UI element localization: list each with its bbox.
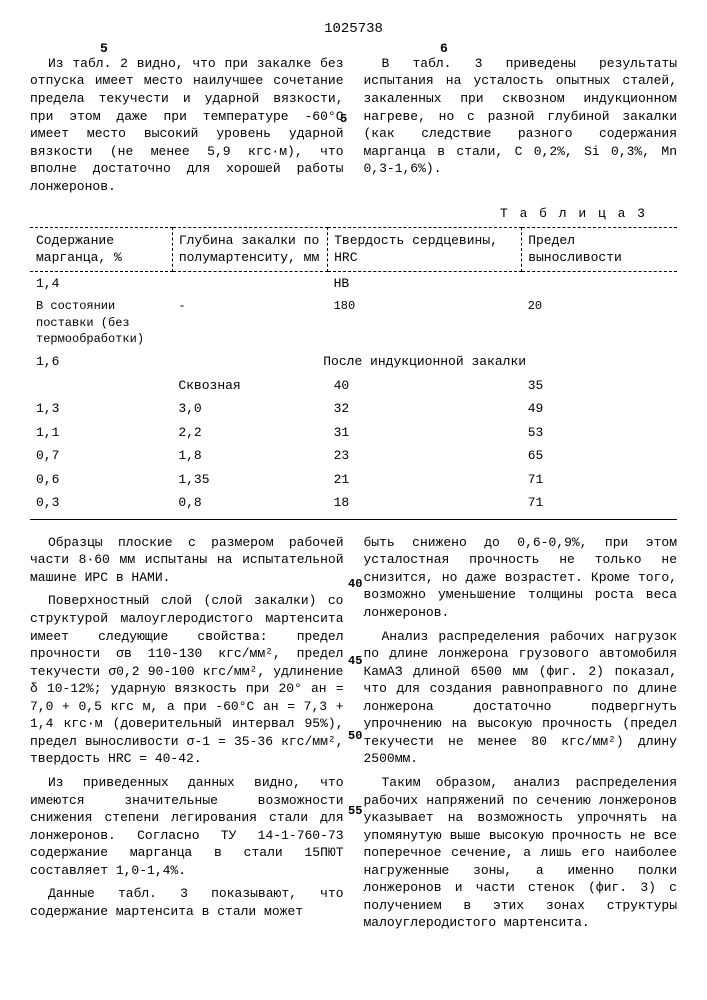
line-marker-55: 55	[348, 803, 362, 819]
table-row: 0,7 1,8 23 65	[30, 444, 677, 468]
line-marker-45: 45	[348, 653, 362, 669]
document-number: 1025738	[30, 20, 677, 39]
table-row: 1,4 HB	[30, 271, 677, 295]
bottom-right-p1: быть снижено до 0,6-0,9%, при этом устал…	[364, 534, 678, 622]
table-row: 1,3 3,0 32 49	[30, 397, 677, 421]
th-mn: Содержание марганца, %	[30, 227, 172, 271]
line-marker-40: 40	[348, 576, 362, 592]
bottom-right-p3: Таким образом, анализ распределения рабо…	[364, 774, 678, 932]
top-paragraph-left: Из табл. 2 видно, что при закалке без от…	[30, 55, 344, 195]
table-row: 1,1 2,2 31 53	[30, 421, 677, 445]
table-row: 0,3 0,8 18 71	[30, 491, 677, 515]
table-row: В состоянии поставки (без термообработки…	[30, 295, 677, 350]
bottom-left-p1: Образцы плоские с размером рабочей части…	[30, 534, 344, 587]
line-marker-50: 50	[348, 728, 362, 744]
bottom-right-p2: Анализ распределения рабочих нагрузок по…	[364, 628, 678, 768]
line-marker-5: 5	[340, 111, 347, 127]
after-hardening-label: После индукционной закалки	[172, 350, 677, 374]
bottom-left-p3: Из приведенных данных видно, что имеются…	[30, 774, 344, 879]
table-row: Сквозная 40 35	[30, 374, 677, 398]
table3: Содержание марганца, % Глубина закалки п…	[30, 227, 677, 515]
table3-label: Т а б л и ц а 3	[30, 205, 647, 223]
table-row: 0,6 1,35 21 71	[30, 468, 677, 492]
th-hrc: Твердость сердцевины, HRC	[328, 227, 522, 271]
bottom-left-p2: Поверхностный слой (слой закалки) со стр…	[30, 592, 344, 767]
th-depth: Глубина закалки по полумартенситу, мм	[172, 227, 327, 271]
th-limit: Предел выносливости	[522, 227, 677, 271]
table-row: 1,6 После индукционной закалки	[30, 350, 677, 374]
bottom-left-p4: Данные табл. 3 показывают, что содержани…	[30, 885, 344, 920]
top-paragraph-right: В табл. 3 приведены результаты испытания…	[364, 55, 678, 178]
